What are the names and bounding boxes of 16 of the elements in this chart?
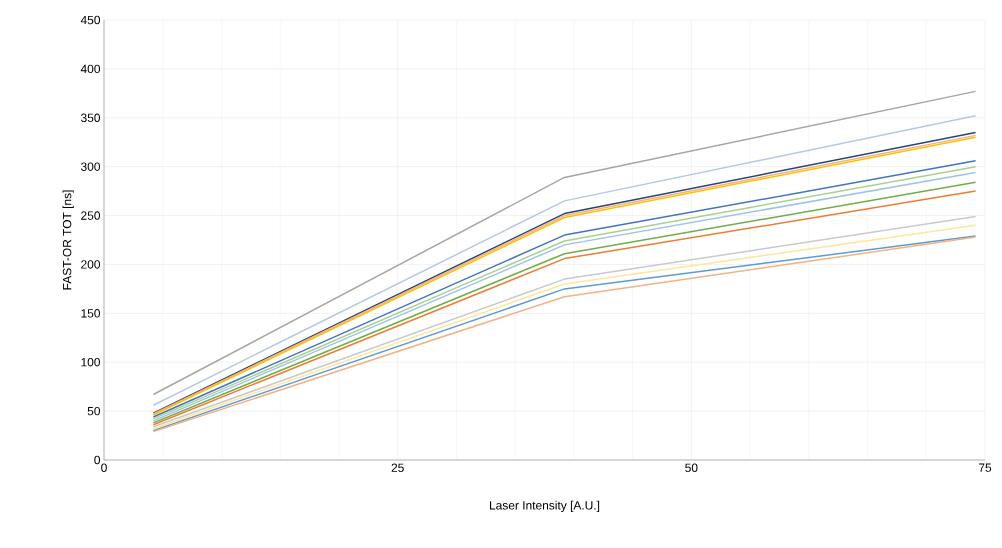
y-tick-label: 300 — [80, 162, 101, 171]
y-tick-label: 450 — [80, 15, 101, 25]
y-tick-label: 0 — [94, 455, 101, 465]
x-tick-label: 75 — [978, 463, 992, 472]
y-tick-label: 250 — [81, 211, 101, 220]
x-tick-label: 25 — [391, 463, 404, 472]
y-tick-label: 400 — [80, 64, 101, 74]
y-tick-label: 200 — [81, 260, 101, 269]
x-axis-title: Laser Intensity [A.U.] — [490, 500, 600, 512]
x-tick-label: 50 — [685, 463, 698, 472]
y-tick-label: 50 — [87, 406, 101, 416]
y-tick-label: 150 — [81, 309, 101, 318]
x-tick-label: 0 — [101, 463, 107, 472]
y-tick-label: 100 — [81, 357, 101, 367]
y-axis-title: FAST-OR TOT [ns] — [62, 190, 74, 290]
y-tick-label: 350 — [80, 113, 101, 122]
